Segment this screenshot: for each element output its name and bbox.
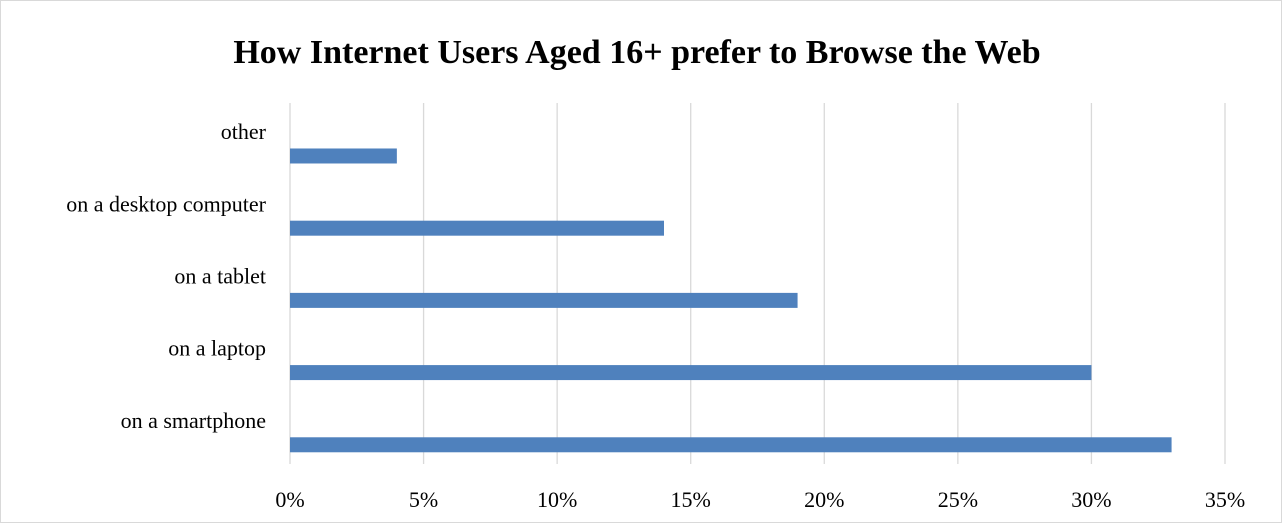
bar-3 [290, 365, 1092, 381]
bar-1 [290, 220, 664, 236]
x-tick-label-0: 0% [275, 487, 304, 512]
chart-title: How Internet Users Aged 16+ prefer to Br… [233, 34, 1040, 71]
x-tick-label-5: 25% [938, 487, 978, 512]
category-labels: other on a desktop computer on a tablet on … [66, 119, 266, 433]
bars [290, 148, 1172, 453]
category-label-0: other [221, 119, 267, 144]
x-tick-label-7: 35% [1205, 487, 1245, 512]
category-label-4: on a smartphone [121, 408, 266, 433]
x-tick-label-6: 30% [1071, 487, 1111, 512]
x-tick-label-2: 10% [537, 487, 577, 512]
gridlines [289, 103, 1226, 464]
x-tick-label-1: 5% [409, 487, 438, 512]
category-label-1: on a desktop computer [66, 191, 266, 216]
bar-0 [290, 148, 397, 164]
bar-2 [290, 292, 798, 308]
bar-4 [290, 437, 1172, 453]
x-tick-label-4: 20% [804, 487, 844, 512]
category-label-2: on a tablet [174, 264, 266, 289]
category-label-3: on a laptop [168, 336, 266, 361]
x-tick-label-3: 15% [671, 487, 711, 512]
x-tick-labels: 0% 5% 10% 15% 20% 25% 30% 35% [275, 487, 1245, 512]
